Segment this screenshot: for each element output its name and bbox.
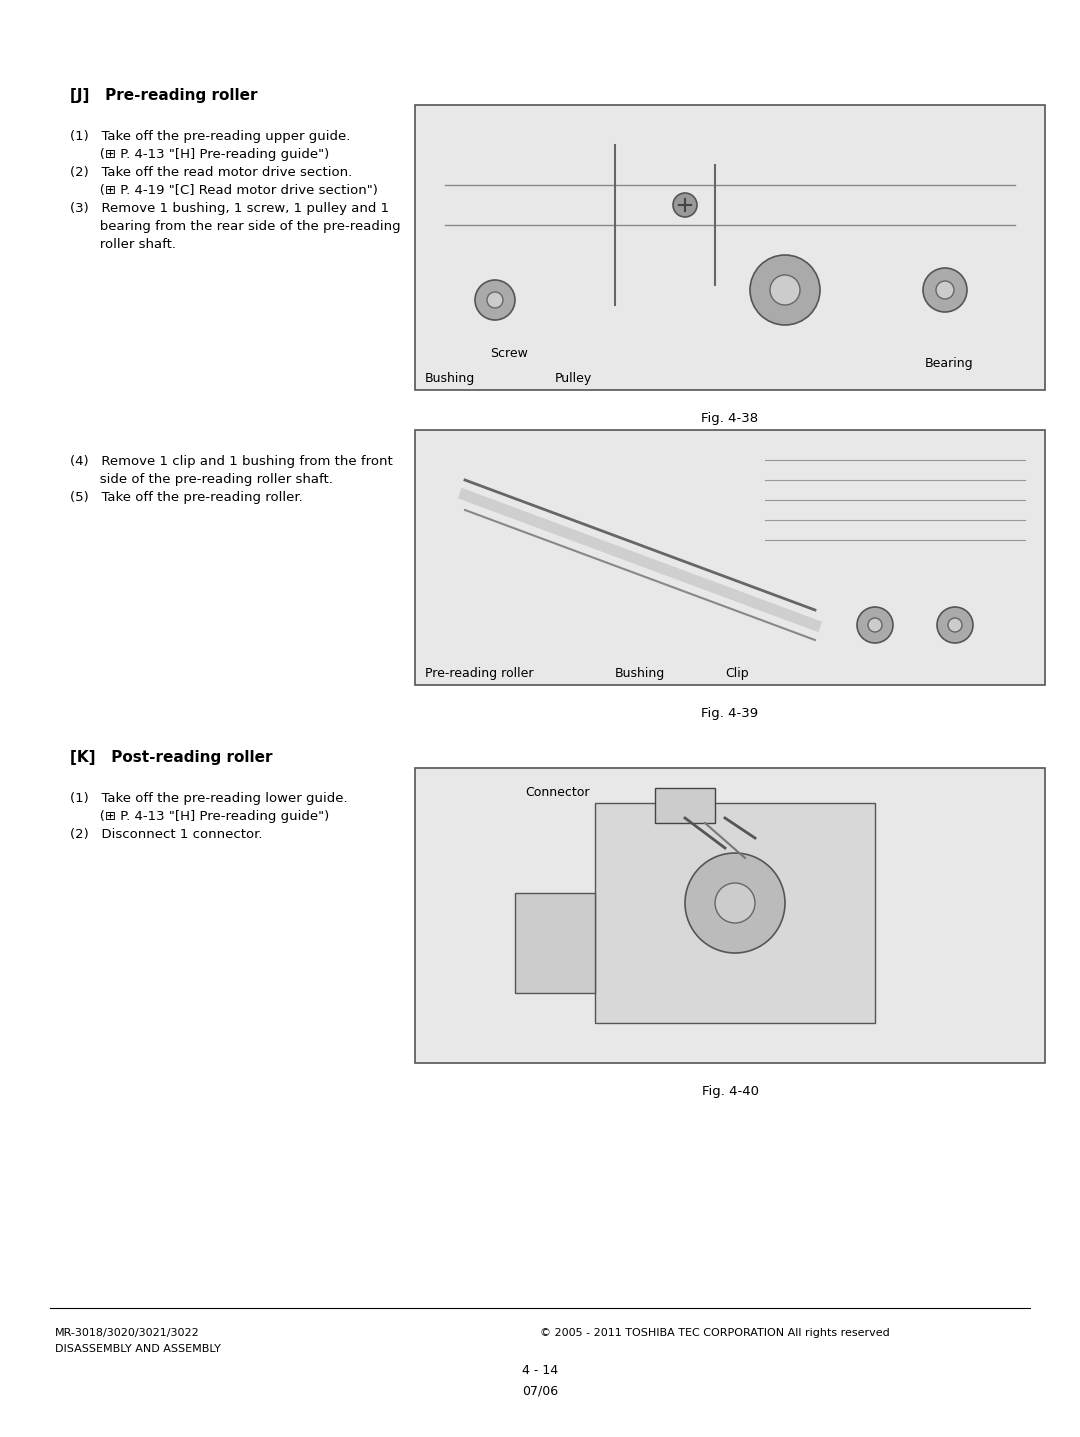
Text: Bushing: Bushing (615, 667, 665, 680)
Text: DISASSEMBLY AND ASSEMBLY: DISASSEMBLY AND ASSEMBLY (55, 1344, 221, 1354)
Text: (2)   Disconnect 1 connector.: (2) Disconnect 1 connector. (70, 828, 262, 841)
Text: Bearing: Bearing (924, 356, 974, 369)
Text: Clip: Clip (725, 667, 748, 680)
Circle shape (750, 254, 820, 325)
Text: Fig. 4-38: Fig. 4-38 (701, 412, 758, 425)
Circle shape (673, 193, 697, 217)
Text: (5)   Take off the pre-reading roller.: (5) Take off the pre-reading roller. (70, 491, 302, 504)
Circle shape (937, 606, 973, 642)
Text: (3)   Remove 1 bushing, 1 screw, 1 pulley and 1: (3) Remove 1 bushing, 1 screw, 1 pulley … (70, 203, 389, 216)
Text: (1)   Take off the pre-reading upper guide.: (1) Take off the pre-reading upper guide… (70, 129, 350, 144)
Text: [J]   Pre-reading roller: [J] Pre-reading roller (70, 88, 257, 103)
Circle shape (923, 267, 967, 312)
Bar (515, 892, 595, 993)
Circle shape (487, 292, 503, 308)
Bar (595, 803, 875, 1023)
Text: (2)   Take off the read motor drive section.: (2) Take off the read motor drive sectio… (70, 167, 352, 180)
Circle shape (715, 882, 755, 923)
Text: (4)   Remove 1 clip and 1 bushing from the front: (4) Remove 1 clip and 1 bushing from the… (70, 456, 393, 468)
Circle shape (475, 280, 515, 320)
Circle shape (858, 606, 893, 642)
Text: (⊞ P. 4-13 "[H] Pre-reading guide"): (⊞ P. 4-13 "[H] Pre-reading guide") (70, 148, 329, 161)
Bar (654, 787, 715, 823)
Text: bearing from the rear side of the pre-reading: bearing from the rear side of the pre-re… (70, 220, 401, 233)
Text: Pre-reading roller: Pre-reading roller (426, 667, 534, 680)
Text: Screw: Screw (490, 346, 528, 361)
Bar (415, 767, 1045, 1063)
Text: Connector: Connector (525, 786, 590, 799)
Circle shape (868, 618, 882, 632)
Text: (⊞ P. 4-19 "[C] Read motor drive section"): (⊞ P. 4-19 "[C] Read motor drive section… (70, 184, 378, 197)
Text: © 2005 - 2011 TOSHIBA TEC CORPORATION All rights reserved: © 2005 - 2011 TOSHIBA TEC CORPORATION Al… (540, 1328, 890, 1338)
Text: Pulley: Pulley (555, 372, 592, 385)
Text: Fig. 4-40: Fig. 4-40 (702, 1085, 758, 1098)
Circle shape (685, 854, 785, 953)
Text: Bushing: Bushing (426, 372, 475, 385)
Text: 07/06: 07/06 (522, 1384, 558, 1397)
Bar (415, 430, 1045, 685)
Text: (1)   Take off the pre-reading lower guide.: (1) Take off the pre-reading lower guide… (70, 792, 348, 805)
Text: [K]   Post-reading roller: [K] Post-reading roller (70, 750, 272, 764)
Circle shape (936, 282, 954, 299)
Text: Fig. 4-39: Fig. 4-39 (701, 707, 758, 720)
Text: MR-3018/3020/3021/3022: MR-3018/3020/3021/3022 (55, 1328, 200, 1338)
Text: roller shaft.: roller shaft. (70, 239, 176, 251)
Text: side of the pre-reading roller shaft.: side of the pre-reading roller shaft. (70, 473, 333, 486)
Bar (415, 105, 1045, 389)
Text: 4 - 14: 4 - 14 (522, 1364, 558, 1377)
Circle shape (948, 618, 962, 632)
Text: (⊞ P. 4-13 "[H] Pre-reading guide"): (⊞ P. 4-13 "[H] Pre-reading guide") (70, 810, 329, 823)
Circle shape (770, 274, 800, 305)
